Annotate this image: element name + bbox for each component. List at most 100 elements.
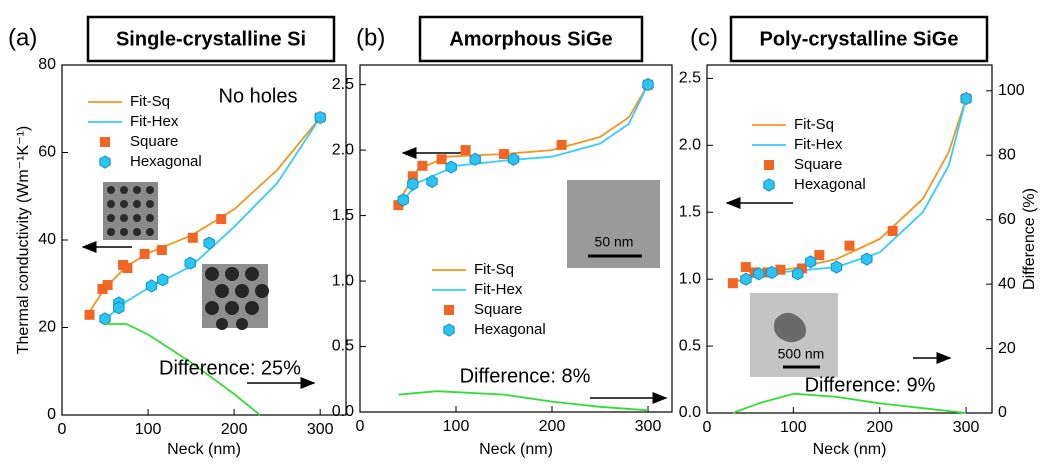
- difference-line: [105, 323, 261, 416]
- x-tick-label: 200: [221, 421, 248, 438]
- y2-tick-label: 60: [998, 211, 1016, 228]
- difference-line: [398, 390, 649, 412]
- hexagon-marker: [113, 301, 125, 315]
- hexagon-marker: [753, 267, 765, 281]
- x-axis-label: Neck (nm): [479, 441, 553, 458]
- annotation: Difference: 25%: [159, 357, 301, 379]
- square-marker: [139, 249, 150, 259]
- square-marker: [84, 309, 95, 320]
- panel-title: Single-crystalline Si: [116, 28, 306, 50]
- title-box: [729, 15, 989, 63]
- hexagon-marker: [314, 110, 326, 125]
- square-marker: [556, 139, 567, 150]
- inset-tem-amorphous: [567, 180, 660, 268]
- annotation: Difference: 9%: [805, 374, 936, 396]
- hexagon-marker: [99, 155, 111, 169]
- hexagon-marker: [445, 160, 457, 174]
- difference-line: [732, 392, 967, 414]
- y-axis-label: Thermal conductivity (Wm⁻¹K⁻¹): [15, 126, 32, 354]
- y-tick-label: 2.5: [332, 76, 354, 93]
- hexagon-marker: [397, 193, 409, 207]
- panel-tag: (a): [8, 24, 37, 51]
- y-tick-label: 2.0: [332, 141, 354, 158]
- hexagon-marker: [792, 267, 804, 281]
- y2-tick-label: 0: [998, 404, 1007, 421]
- y-tick-label: 1.0: [332, 272, 354, 289]
- hexagon-marker: [766, 265, 778, 280]
- hexagon-marker: [157, 273, 169, 287]
- y-tick-label: 0.5: [679, 337, 701, 354]
- title-box: [86, 15, 336, 63]
- annotation: 500 nm: [778, 346, 825, 362]
- legend-label: Hexagonal: [794, 176, 866, 193]
- y2-axis-label: Difference (%): [1021, 188, 1038, 290]
- title-box: [418, 15, 644, 63]
- square-marker: [393, 200, 404, 211]
- legend-label: Fit-Hex: [474, 281, 523, 298]
- y-tick-label: 80: [38, 56, 56, 73]
- hexagon-marker: [861, 252, 873, 266]
- hexagon-marker: [99, 312, 111, 326]
- square-marker: [417, 160, 428, 171]
- square-marker: [460, 145, 471, 156]
- inset-sem-hex: [202, 264, 269, 330]
- hexagon-marker: [830, 260, 843, 274]
- y-tick-label: 1.0: [679, 270, 701, 287]
- hexagon-marker: [804, 255, 817, 269]
- y-tick-label: 1.5: [332, 207, 354, 224]
- legend-label: Fit-Hex: [130, 113, 179, 130]
- y-tick-label: 2.0: [679, 137, 701, 154]
- square-marker: [814, 250, 825, 261]
- legend-label: Square: [474, 301, 522, 318]
- plot-frame: [706, 64, 993, 414]
- square-marker: [216, 214, 227, 224]
- square-marker: [775, 264, 786, 275]
- legend-label: Hexagonal: [474, 321, 546, 338]
- x-tick-label: 300: [635, 418, 662, 435]
- y-tick-label: 0: [47, 406, 56, 423]
- y-tick-label: 0.5: [332, 338, 354, 355]
- legend-label: Fit-Hex: [794, 136, 843, 153]
- square-marker: [100, 137, 110, 147]
- square-marker: [887, 225, 898, 236]
- hexagon-marker: [184, 256, 196, 270]
- y2-tick-label: 20: [998, 340, 1016, 357]
- annotation: No holes: [219, 85, 298, 107]
- x-tick-label: 200: [539, 418, 566, 435]
- square-marker: [122, 263, 133, 273]
- square-marker: [764, 160, 774, 170]
- plot-frame: [359, 64, 673, 413]
- y-tick-label: 60: [38, 144, 56, 161]
- panel-title: Amorphous SiGe: [449, 28, 612, 50]
- x-tick-label: 300: [953, 419, 980, 436]
- hexagon-marker: [960, 91, 972, 106]
- x-tick-label: 100: [443, 418, 470, 435]
- y-tick-label: 0.0: [679, 404, 701, 421]
- square-marker: [727, 278, 738, 289]
- square-marker: [444, 305, 454, 315]
- y-tick-label: 0.0: [332, 403, 354, 420]
- y-tick-label: 40: [38, 231, 56, 248]
- legend-label: Fit-Sq: [794, 116, 834, 133]
- hexagon-marker: [145, 279, 158, 293]
- legend-label: Square: [130, 133, 178, 150]
- x-tick-label: 300: [307, 421, 334, 438]
- x-tick-label: 100: [780, 419, 807, 436]
- hexagon-marker: [407, 177, 419, 191]
- inset-sem-square: [103, 182, 158, 240]
- square-marker: [499, 149, 509, 160]
- legend-label: Fit-Sq: [474, 261, 514, 278]
- x-tick-label: 200: [866, 419, 893, 436]
- square-marker: [740, 262, 751, 273]
- hexagon-marker: [507, 152, 520, 166]
- y2-tick-label: 80: [998, 146, 1016, 163]
- annotation: Difference: 8%: [460, 365, 591, 387]
- legend-label: Fit-Sq: [130, 93, 170, 110]
- hexagon-marker: [426, 174, 438, 189]
- inset-tem-poly: [750, 293, 838, 377]
- square-marker: [97, 284, 108, 294]
- y-tick-label: 2.5: [679, 70, 701, 87]
- y-tick-label: 1.5: [679, 203, 701, 220]
